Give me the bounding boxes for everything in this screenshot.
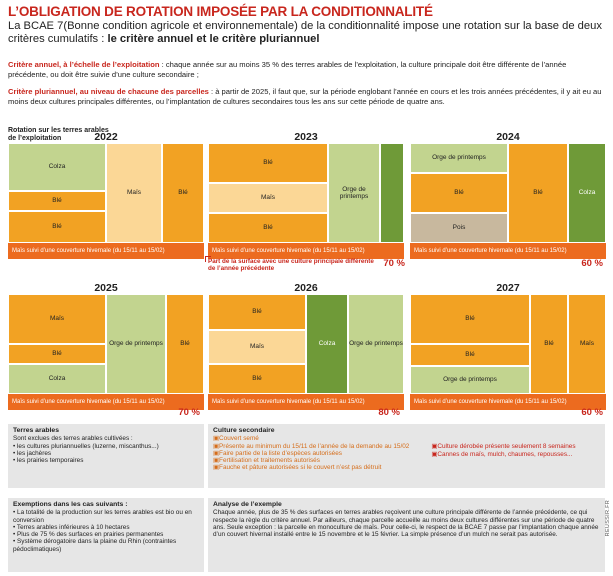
multi-criterion-label: Critère pluriannuel, au niveau de chacun…	[8, 87, 209, 96]
parcel-cell: Blé	[8, 191, 106, 211]
parcel-cell	[380, 143, 404, 243]
percentage-label-2024: 60 %	[581, 258, 603, 269]
annual-criterion-label: Critère annuel, à l’échelle de l’exploit…	[8, 60, 160, 69]
rotation-panel-2024: Orge de printemps Blé Pois Blé Colza Maïs sui…	[410, 143, 606, 259]
year-label-2022: 2022	[94, 131, 118, 143]
multi-criterion-text: : à partir de 2025, il faut que, sur la …	[8, 87, 602, 106]
parcel-cell: Colza	[8, 364, 106, 394]
year-label-2027: 2027	[496, 282, 520, 294]
exemptions-item: La totalité de la production sur les ter…	[13, 509, 199, 524]
parcel-cell: Blé	[208, 213, 328, 243]
culture-secondaire-item: Faire partie de la liste d’espèces autor…	[213, 450, 431, 457]
percentage-label-2025: 70 %	[178, 407, 200, 418]
culture-secondaire-exclusion: Culture dérobée présente seulement 8 sem…	[431, 443, 600, 450]
winter-cover-band: Maïs suivi d’une couverture hivernale (d…	[8, 243, 204, 259]
percentage-label-2026: 80 %	[378, 407, 400, 418]
exemptions-item: Système dérogatoire dans la plaine du Rh…	[13, 538, 199, 553]
terres-arables-box: Terres arables Sont exclues des terres a…	[8, 424, 204, 488]
year-label-2025: 2025	[94, 282, 118, 294]
parcel-cell: Blé	[208, 143, 328, 183]
exemptions-item: Terres arables inférieures à 10 hectares	[13, 524, 199, 531]
winter-cover-band: Maïs suivi d’une couverture hivernale (d…	[208, 394, 404, 410]
terres-arables-title: Terres arables	[13, 427, 59, 434]
parcel-cell: Blé	[508, 143, 568, 243]
percentage-label-2023: 70 %	[383, 258, 405, 269]
parcel-cell: Blé	[410, 173, 508, 213]
analyse-text: Chaque année, plus de 35 % des surfaces …	[213, 509, 599, 539]
parcel-cell: Colza	[568, 143, 606, 243]
parcel-cell: Pois	[410, 213, 508, 243]
winter-cover-band: Maïs suivi d’une couverture hivernale (d…	[208, 243, 404, 259]
terres-arables-item: les prairies temporaires	[13, 457, 199, 464]
parcel-cell: Maïs	[106, 143, 162, 243]
analyse-title: Analyse de l’exemple	[213, 501, 282, 508]
annual-criterion: Critère annuel, à l’échelle de l’exploit…	[8, 60, 608, 80]
winter-cover-band: Maïs suivi d’une couverture hivernale (d…	[410, 394, 606, 410]
winter-cover-band: Maïs suivi d’une couverture hivernale (d…	[8, 394, 204, 410]
parcel-cell: Blé	[166, 294, 204, 394]
year-label-2026: 2026	[294, 282, 318, 294]
rotation-panel-2026: Blé Maïs Blé Colza Orge de printemps Maïs sui…	[208, 294, 404, 410]
parcel-cell: Colza	[8, 143, 106, 191]
culture-secondaire-item: Fauche et pâture autorisées si le couver…	[213, 464, 431, 471]
parcel-cell: Orge de printemps	[328, 143, 380, 243]
exemptions-title: Exemptions dans les cas suivants :	[13, 501, 128, 508]
parcel-cell: Maïs	[208, 330, 306, 364]
culture-secondaire-box: Culture secondaire Couvert semé Présente…	[208, 424, 605, 488]
culture-secondaire-item: Fertilisation et traitements autorisés	[213, 457, 431, 464]
culture-secondaire-title: Culture secondaire	[213, 427, 275, 434]
percentage-label-2027: 60 %	[581, 407, 603, 418]
rotation-panel-2023: Blé Maïs Blé Orge de printemps Maïs suivi d’…	[208, 143, 404, 259]
analyse-box: Analyse de l’exemple Chaque année, plus …	[208, 498, 605, 572]
terres-arables-item: les jachères	[13, 450, 199, 457]
parcel-cell: Maïs	[8, 294, 106, 344]
parcel-cell: Blé	[208, 364, 306, 394]
culture-secondaire-item: Couvert semé	[213, 435, 431, 442]
multi-criterion: Critère pluriannuel, au niveau de chacun…	[8, 87, 608, 107]
note-arrow-icon	[205, 256, 211, 262]
credit: REUSSIR.FR	[605, 500, 611, 537]
parcel-cell: Orge de printemps	[348, 294, 404, 394]
year-label-2023: 2023	[294, 131, 318, 143]
rotation-label: Rotation sur les terres arables de l’exp…	[8, 127, 109, 142]
culture-secondaire-exclusion: Cannes de maïs, mulch, chaumes, repousse…	[431, 451, 600, 458]
intro-plain: La BCAE 7(Bonne condition agricole et en…	[8, 20, 602, 45]
parcel-cell: Blé	[410, 344, 530, 366]
annual-criterion-text: : chaque année sur au moins 35 % des ter…	[8, 60, 567, 79]
page-title: L’OBLIGATION DE ROTATION IMPOSÉE PAR LA …	[8, 4, 433, 19]
exemptions-item: Plus de 75 % des surfaces en prairies pe…	[13, 531, 199, 538]
parcel-cell: Orge de printemps	[410, 143, 508, 173]
parcel-cell: Blé	[530, 294, 568, 394]
parcel-cell: Maïs	[208, 183, 328, 213]
intro-bold: le critère annuel et le critère pluriann…	[107, 32, 320, 45]
rotation-panel-2025: Maïs Blé Colza Orge de printemps Blé Maïs sui…	[8, 294, 204, 410]
terres-arables-subtitle: Sont exclues des terres arables cultivée…	[13, 435, 133, 443]
parcel-cell: Blé	[162, 143, 204, 243]
terres-arables-item: les cultures pluriannuelles (luzerne, mi…	[13, 443, 199, 450]
winter-cover-band: Maïs suivi d’une couverture hivernale (d…	[410, 243, 606, 259]
parcel-cell: Colza	[306, 294, 348, 394]
culture-secondaire-item: Présente au minimum du 15/11 de l’année …	[213, 443, 431, 450]
intro-text: La BCAE 7(Bonne condition agricole et en…	[8, 20, 608, 45]
parcel-cell: Orge de printemps	[106, 294, 166, 394]
year-label-2024: 2024	[496, 131, 520, 143]
parcel-cell: Orge de printemps	[410, 366, 530, 394]
rotation-panel-2027: Blé Blé Orge de printemps Blé Maïs Maïs suivi…	[410, 294, 606, 410]
rotation-panel-2022: Colza Blé Blé Maïs Blé Maïs suivi d’une couve…	[8, 143, 204, 259]
parcel-cell: Blé	[410, 294, 530, 344]
parcel-cell: Blé	[8, 211, 106, 243]
parcel-cell: Blé	[208, 294, 306, 330]
parcel-cell: Maïs	[568, 294, 606, 394]
percentage-note: Part de la surface avec une culture prin…	[208, 258, 374, 272]
parcel-cell: Blé	[8, 344, 106, 364]
exemptions-box: Exemptions dans les cas suivants : La to…	[8, 498, 204, 572]
